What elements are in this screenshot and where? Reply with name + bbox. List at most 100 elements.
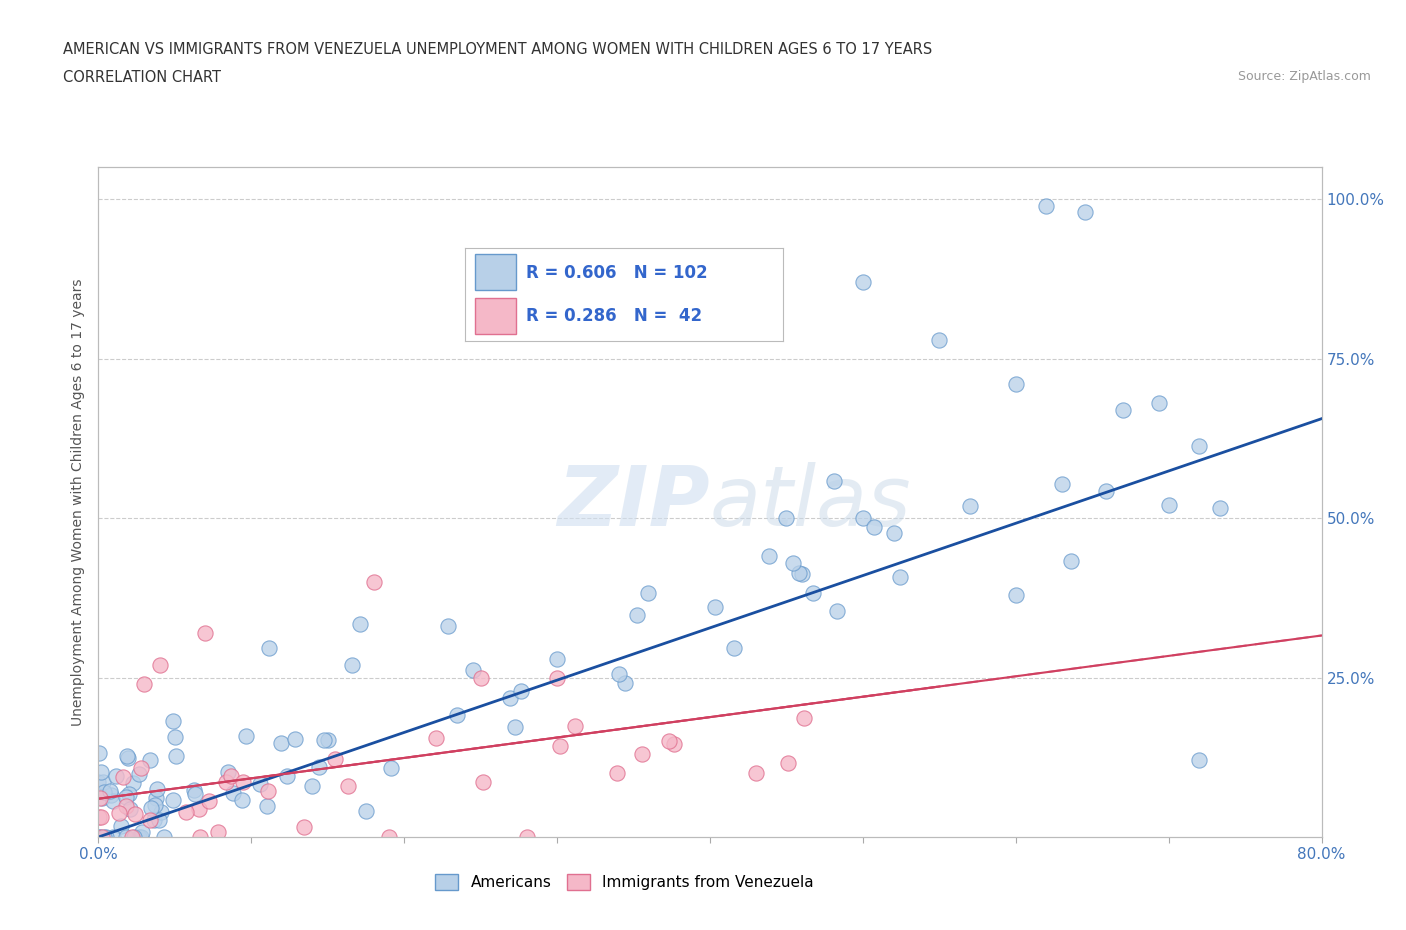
Point bbox=[114, 830, 136, 844]
Point bbox=[89, 790, 111, 805]
Point bbox=[499, 691, 522, 706]
Point bbox=[165, 730, 187, 745]
Point bbox=[1209, 501, 1232, 516]
Point bbox=[852, 511, 875, 525]
Point bbox=[141, 801, 163, 816]
Point bbox=[852, 274, 875, 289]
Point bbox=[823, 474, 845, 489]
Point bbox=[883, 525, 905, 540]
Point bbox=[1157, 498, 1180, 512]
Point bbox=[316, 733, 339, 748]
Text: atlas: atlas bbox=[710, 461, 911, 543]
Point bbox=[546, 671, 568, 685]
Point bbox=[662, 736, 685, 751]
Point bbox=[1188, 439, 1211, 454]
Point bbox=[128, 766, 150, 781]
Point bbox=[138, 812, 160, 827]
Point bbox=[825, 604, 848, 618]
Point bbox=[153, 830, 176, 844]
Point bbox=[745, 765, 768, 780]
Point bbox=[117, 749, 139, 764]
Point bbox=[108, 805, 131, 820]
Point bbox=[340, 658, 363, 672]
Point bbox=[235, 729, 257, 744]
Point bbox=[89, 746, 111, 761]
Point bbox=[607, 667, 630, 682]
Point bbox=[184, 786, 207, 801]
Point bbox=[129, 761, 152, 776]
Point bbox=[90, 830, 112, 844]
Point bbox=[436, 618, 458, 633]
Point bbox=[889, 569, 911, 584]
Point bbox=[758, 549, 780, 564]
Point bbox=[276, 768, 298, 783]
Point bbox=[1004, 587, 1026, 602]
Point bbox=[793, 711, 815, 725]
Point bbox=[505, 720, 527, 735]
Text: AMERICAN VS IMMIGRANTS FROM VENEZUELA UNEMPLOYMENT AMONG WOMEN WITH CHILDREN AGE: AMERICAN VS IMMIGRANTS FROM VENEZUELA UN… bbox=[63, 42, 932, 57]
Point bbox=[149, 658, 172, 672]
Point bbox=[118, 802, 141, 817]
Point bbox=[723, 640, 745, 655]
Point bbox=[472, 775, 495, 790]
Point bbox=[150, 804, 173, 819]
Point bbox=[131, 824, 153, 839]
Point bbox=[790, 566, 813, 581]
Point bbox=[564, 718, 586, 733]
Point bbox=[219, 769, 242, 784]
Point bbox=[231, 792, 253, 807]
Point bbox=[1112, 403, 1135, 418]
Point bbox=[470, 671, 492, 685]
Point bbox=[143, 797, 166, 812]
Point bbox=[217, 764, 239, 779]
Point bbox=[146, 781, 169, 796]
Point bbox=[87, 810, 110, 825]
Point bbox=[121, 830, 143, 844]
Point bbox=[145, 791, 167, 806]
Point bbox=[516, 830, 538, 844]
Point bbox=[87, 775, 110, 790]
Point bbox=[354, 804, 377, 818]
Point bbox=[100, 787, 122, 802]
Point bbox=[249, 777, 271, 791]
Point bbox=[94, 830, 117, 844]
Point bbox=[101, 793, 124, 808]
Point bbox=[91, 775, 114, 790]
Point bbox=[89, 830, 111, 844]
Point bbox=[257, 641, 280, 656]
Point bbox=[1050, 476, 1073, 491]
Point bbox=[257, 784, 280, 799]
Point bbox=[775, 511, 797, 525]
Point bbox=[463, 662, 485, 677]
Point bbox=[89, 764, 111, 779]
Point bbox=[198, 793, 221, 808]
Point bbox=[93, 830, 115, 844]
Point bbox=[188, 802, 211, 817]
Point bbox=[90, 810, 112, 825]
Point bbox=[548, 738, 571, 753]
Y-axis label: Unemployment Among Women with Children Ages 6 to 17 years: Unemployment Among Women with Children A… bbox=[72, 278, 86, 726]
Point bbox=[631, 746, 654, 761]
Point bbox=[111, 769, 134, 784]
Point bbox=[325, 751, 347, 766]
Point bbox=[232, 775, 254, 790]
Point bbox=[284, 732, 307, 747]
Point bbox=[425, 730, 447, 745]
Point bbox=[87, 830, 110, 844]
Point bbox=[337, 778, 360, 793]
Point bbox=[801, 585, 824, 600]
Point bbox=[776, 755, 799, 770]
Point bbox=[221, 785, 243, 800]
Point bbox=[93, 784, 115, 799]
Point bbox=[129, 830, 152, 844]
Point bbox=[124, 806, 146, 821]
Point bbox=[110, 818, 132, 833]
Point bbox=[256, 799, 278, 814]
Point bbox=[121, 776, 143, 790]
Point bbox=[122, 830, 145, 844]
Point bbox=[863, 519, 886, 534]
Point bbox=[114, 790, 136, 804]
Point bbox=[98, 784, 121, 799]
Point bbox=[314, 733, 336, 748]
Point bbox=[292, 819, 315, 834]
